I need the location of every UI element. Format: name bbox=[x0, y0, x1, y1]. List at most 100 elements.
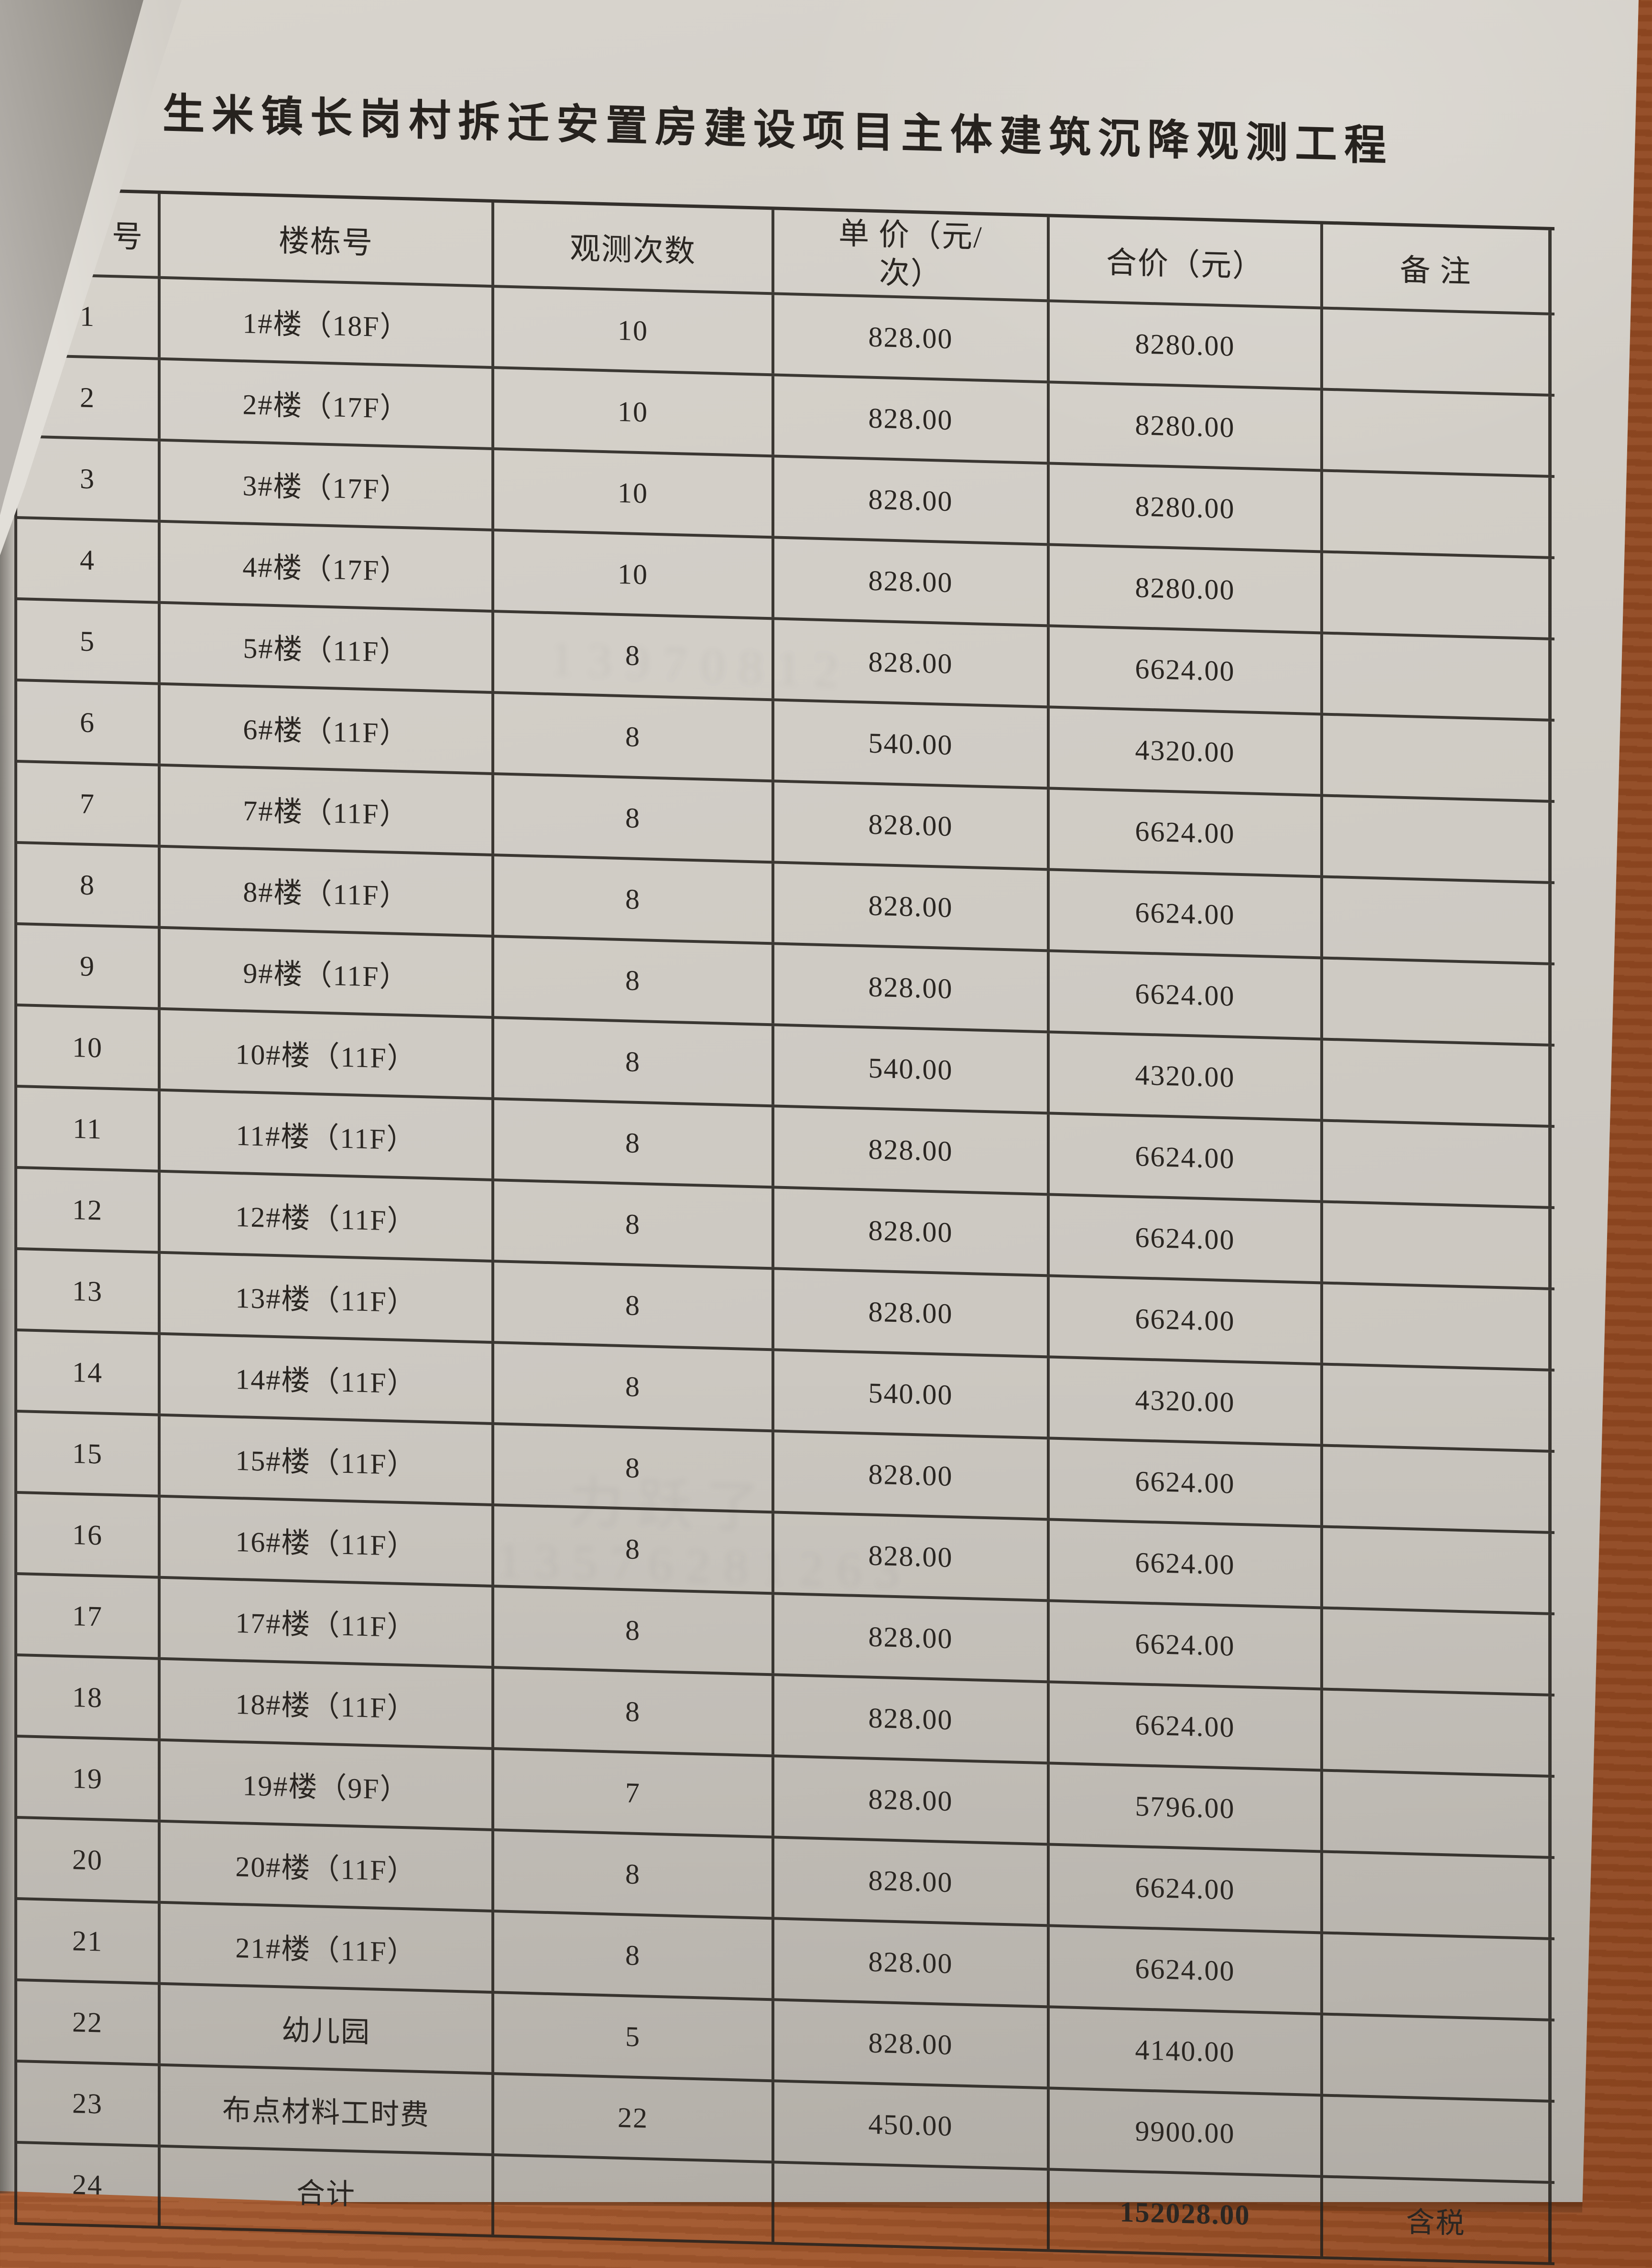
bleed-through-text: 13576281263 bbox=[497, 1534, 913, 1598]
cell-total: 6624.00 bbox=[1050, 1846, 1323, 1932]
cell-times: 10 bbox=[494, 288, 774, 374]
cell-note bbox=[1323, 390, 1552, 475]
cell-index: 18 bbox=[17, 1656, 161, 1739]
cell-note bbox=[1323, 2096, 1552, 2181]
cell-building: 12#楼（11F） bbox=[161, 1172, 494, 1260]
header-observation-times: 观测次数 bbox=[494, 203, 774, 292]
cell-index: 19 bbox=[17, 1737, 161, 1820]
document-title: 生米镇长岗村拆迁安置房建设项目主体建筑沉降观测工程 bbox=[163, 91, 1394, 170]
cell-times: 8 bbox=[494, 694, 774, 780]
cell-note bbox=[1323, 1040, 1552, 1125]
cell-note bbox=[1323, 472, 1552, 556]
cell-unit: 828.00 bbox=[774, 1270, 1050, 1356]
cell-unit: 828.00 bbox=[774, 1595, 1050, 1681]
cell-total: 4320.00 bbox=[1050, 1358, 1323, 1444]
cell-note bbox=[1323, 1609, 1552, 1694]
cell-unit: 540.00 bbox=[774, 701, 1050, 787]
cell-total: 9900.00 bbox=[1050, 2089, 1323, 2175]
cell-times: 10 bbox=[494, 531, 774, 617]
cell-times: 8 bbox=[494, 938, 774, 1024]
cell-total: 8280.00 bbox=[1050, 546, 1323, 632]
cell-times: 10 bbox=[494, 369, 774, 455]
cell-building: 布点材料工时费 bbox=[161, 2066, 494, 2154]
cell-total: 8280.00 bbox=[1050, 302, 1323, 388]
cell-times: 7 bbox=[494, 1750, 774, 1836]
cell-unit: 540.00 bbox=[774, 1026, 1050, 1112]
cell-building: 1#楼（18F） bbox=[161, 279, 494, 367]
cell-index: 6 bbox=[17, 681, 161, 764]
cell-total: 6624.00 bbox=[1050, 1683, 1323, 1769]
paper-sheet bbox=[0, 0, 1639, 2202]
cell-unit: 828.00 bbox=[774, 1757, 1050, 1843]
cell-times: 8 bbox=[494, 1019, 774, 1105]
cell-note bbox=[1323, 1853, 1552, 1937]
cell-index: 5 bbox=[17, 600, 161, 682]
cell-building: 14#楼（11F） bbox=[161, 1335, 494, 1423]
cell-note bbox=[1323, 1284, 1552, 1369]
cell-note bbox=[1323, 553, 1552, 637]
cell-index: 16 bbox=[17, 1493, 161, 1576]
cell-index: 22 bbox=[17, 1981, 161, 2063]
cell-index: 10 bbox=[17, 1006, 161, 1089]
cell-building: 18#楼（11F） bbox=[161, 1660, 494, 1748]
cell-unit: 828.00 bbox=[774, 1838, 1050, 1924]
header-remark: 备 注 bbox=[1323, 224, 1552, 313]
cell-note bbox=[1323, 1365, 1552, 1450]
cell-total: 6624.00 bbox=[1050, 1927, 1323, 2013]
cell-note bbox=[1323, 878, 1552, 962]
cell-unit: 450.00 bbox=[774, 2082, 1050, 2168]
cell-unit: 828.00 bbox=[774, 457, 1050, 543]
cell-building: 11#楼（11F） bbox=[161, 1091, 494, 1179]
cell-index: 23 bbox=[17, 2062, 161, 2145]
cell-index: 9 bbox=[17, 925, 161, 1007]
cell-index: 13 bbox=[17, 1250, 161, 1332]
cell-index: 4 bbox=[17, 518, 161, 601]
cell-index: 12 bbox=[17, 1168, 161, 1251]
cell-note bbox=[1323, 1771, 1552, 1856]
cell-note bbox=[1323, 1528, 1552, 1612]
cell-times: 8 bbox=[494, 1181, 774, 1267]
header-unit-price: 单 价（元/ 次） bbox=[774, 210, 1050, 300]
cell-building: 21#楼（11F） bbox=[161, 1903, 494, 1991]
cell-total: 8280.00 bbox=[1050, 383, 1323, 469]
cell-times: 22 bbox=[494, 2075, 774, 2161]
cell-building: 13#楼（11F） bbox=[161, 1253, 494, 1341]
cell-unit: 828.00 bbox=[774, 782, 1050, 868]
cell-note: 含税 bbox=[1323, 2178, 1552, 2262]
cell-note bbox=[1323, 1447, 1552, 1531]
cell-building: 15#楼（11F） bbox=[161, 1416, 494, 1504]
cell-note bbox=[1323, 1690, 1552, 1775]
cell-unit: 828.00 bbox=[774, 945, 1050, 1031]
cost-table: 号 楼栋号 观测次数 单 价（元/ 次） 合价（元） 备 注 1 1#楼（18F… bbox=[14, 186, 1554, 2266]
cell-times: 8 bbox=[494, 1263, 774, 1349]
cell-total: 152028.00 bbox=[1050, 2171, 1323, 2257]
cell-building: 17#楼（11F） bbox=[161, 1578, 494, 1666]
cell-total: 6624.00 bbox=[1050, 952, 1323, 1038]
cell-index: 11 bbox=[17, 1087, 161, 1170]
cell-times: 5 bbox=[494, 1994, 774, 2080]
cell-unit bbox=[774, 2163, 1050, 2249]
cell-total: 5796.00 bbox=[1050, 1764, 1323, 1850]
cell-building: 幼儿园 bbox=[161, 1985, 494, 2073]
cell-building: 2#楼（17F） bbox=[161, 360, 494, 448]
cell-building: 20#楼（11F） bbox=[161, 1822, 494, 1910]
cell-total: 6624.00 bbox=[1050, 1114, 1323, 1200]
cell-total: 6624.00 bbox=[1050, 627, 1323, 713]
cell-unit: 828.00 bbox=[774, 1676, 1050, 1762]
cell-building: 6#楼（11F） bbox=[161, 685, 494, 773]
cell-times: 8 bbox=[494, 1912, 774, 1998]
cell-note bbox=[1323, 715, 1552, 800]
cell-unit: 828.00 bbox=[774, 539, 1050, 625]
cell-building: 3#楼（17F） bbox=[161, 441, 494, 529]
cell-times: 8 bbox=[494, 1344, 774, 1430]
cell-total: 4320.00 bbox=[1050, 708, 1323, 794]
cell-times bbox=[494, 2156, 774, 2242]
cell-note bbox=[1323, 1203, 1552, 1287]
cell-total: 6624.00 bbox=[1050, 1196, 1323, 1282]
cell-unit: 828.00 bbox=[774, 1432, 1050, 1518]
cell-times: 8 bbox=[494, 856, 774, 942]
cell-index: 8 bbox=[17, 843, 161, 926]
cell-times: 8 bbox=[494, 1669, 774, 1755]
